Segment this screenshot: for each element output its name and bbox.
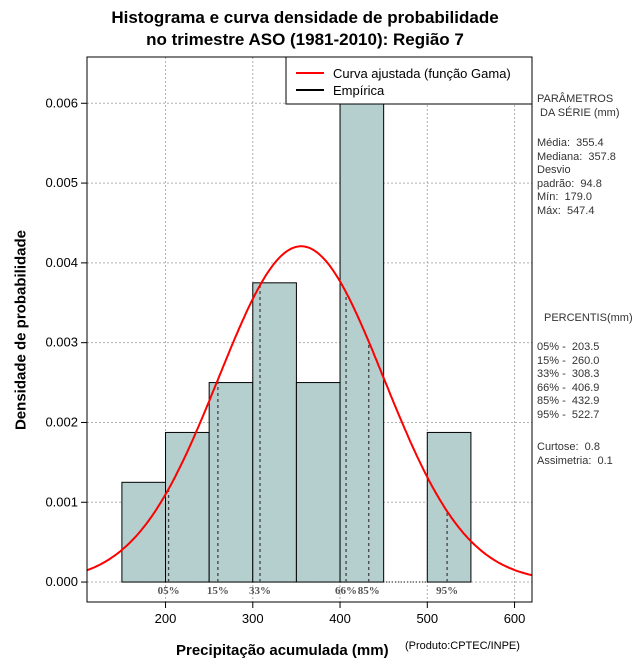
x-tick-label-4: 600 (504, 611, 526, 626)
percentile-label-4: 85% (358, 585, 380, 597)
percentile-label-0: 05% (158, 585, 180, 597)
y-tick-label-4: 0.004 (45, 255, 78, 270)
y-tick-label-1: 0.001 (45, 494, 78, 509)
x-tick-label-0: 200 (155, 611, 177, 626)
percentile-label-2: 33% (249, 585, 271, 597)
chart-title-line1: Histograma e curva densidade de probabil… (111, 8, 499, 27)
percentile-label-3: 66% (335, 585, 357, 597)
percentis-values: 05% - 203.5 15% - 260.0 33% - 308.3 66% … (537, 341, 600, 421)
x-tick-label-2: 400 (329, 611, 351, 626)
params-header: PARÂMETROS DA SÉRIE (mm) (537, 93, 620, 119)
percentis-header: PERCENTIS(mm) (544, 312, 633, 324)
legend-box (285, 56, 533, 105)
y-tick-label-2: 0.002 (45, 414, 78, 429)
y-axis-label: Densidade de probabilidade (12, 229, 30, 431)
histogram-bar-3 (252, 282, 297, 583)
fitted-curve-line (87, 245, 532, 577)
legend-label-1: Empírica (333, 83, 385, 98)
histogram-bar-1 (165, 431, 210, 583)
y-tick-label-6: 0.006 (45, 95, 78, 110)
histogram-bar-5 (339, 57, 385, 583)
params-values: Média: 355.4 Mediana: 357.8 Desvio padrã… (537, 137, 616, 217)
percentile-label-1: 15% (207, 585, 229, 597)
y-tick-label-5: 0.005 (45, 175, 78, 190)
percentile-label-5: 95% (436, 585, 458, 597)
chart-title-line2: no trimestre ASO (1981-2010): Região 7 (146, 30, 464, 49)
legend-label-0: Curva ajustada (função Gama) (333, 66, 511, 81)
credit-label: (Produto:CPTEC/INPE) (405, 640, 520, 652)
x-tick-label-3: 500 (416, 611, 438, 626)
histogram-bar-2 (208, 382, 254, 583)
x-tick-label-1: 300 (242, 611, 264, 626)
histogram-bar-4 (295, 382, 341, 583)
y-tick-label-0: 0.000 (45, 574, 78, 589)
bars-group (121, 57, 472, 583)
histogram-bar-0 (121, 481, 167, 583)
histogram-bar-7 (426, 431, 472, 583)
shape-stats: Curtose: 0.8 Assimetria: 0.1 (537, 441, 613, 467)
x-axis-label: Precipitação acumulada (mm) (176, 642, 389, 659)
y-tick-label-3: 0.003 (45, 335, 78, 350)
